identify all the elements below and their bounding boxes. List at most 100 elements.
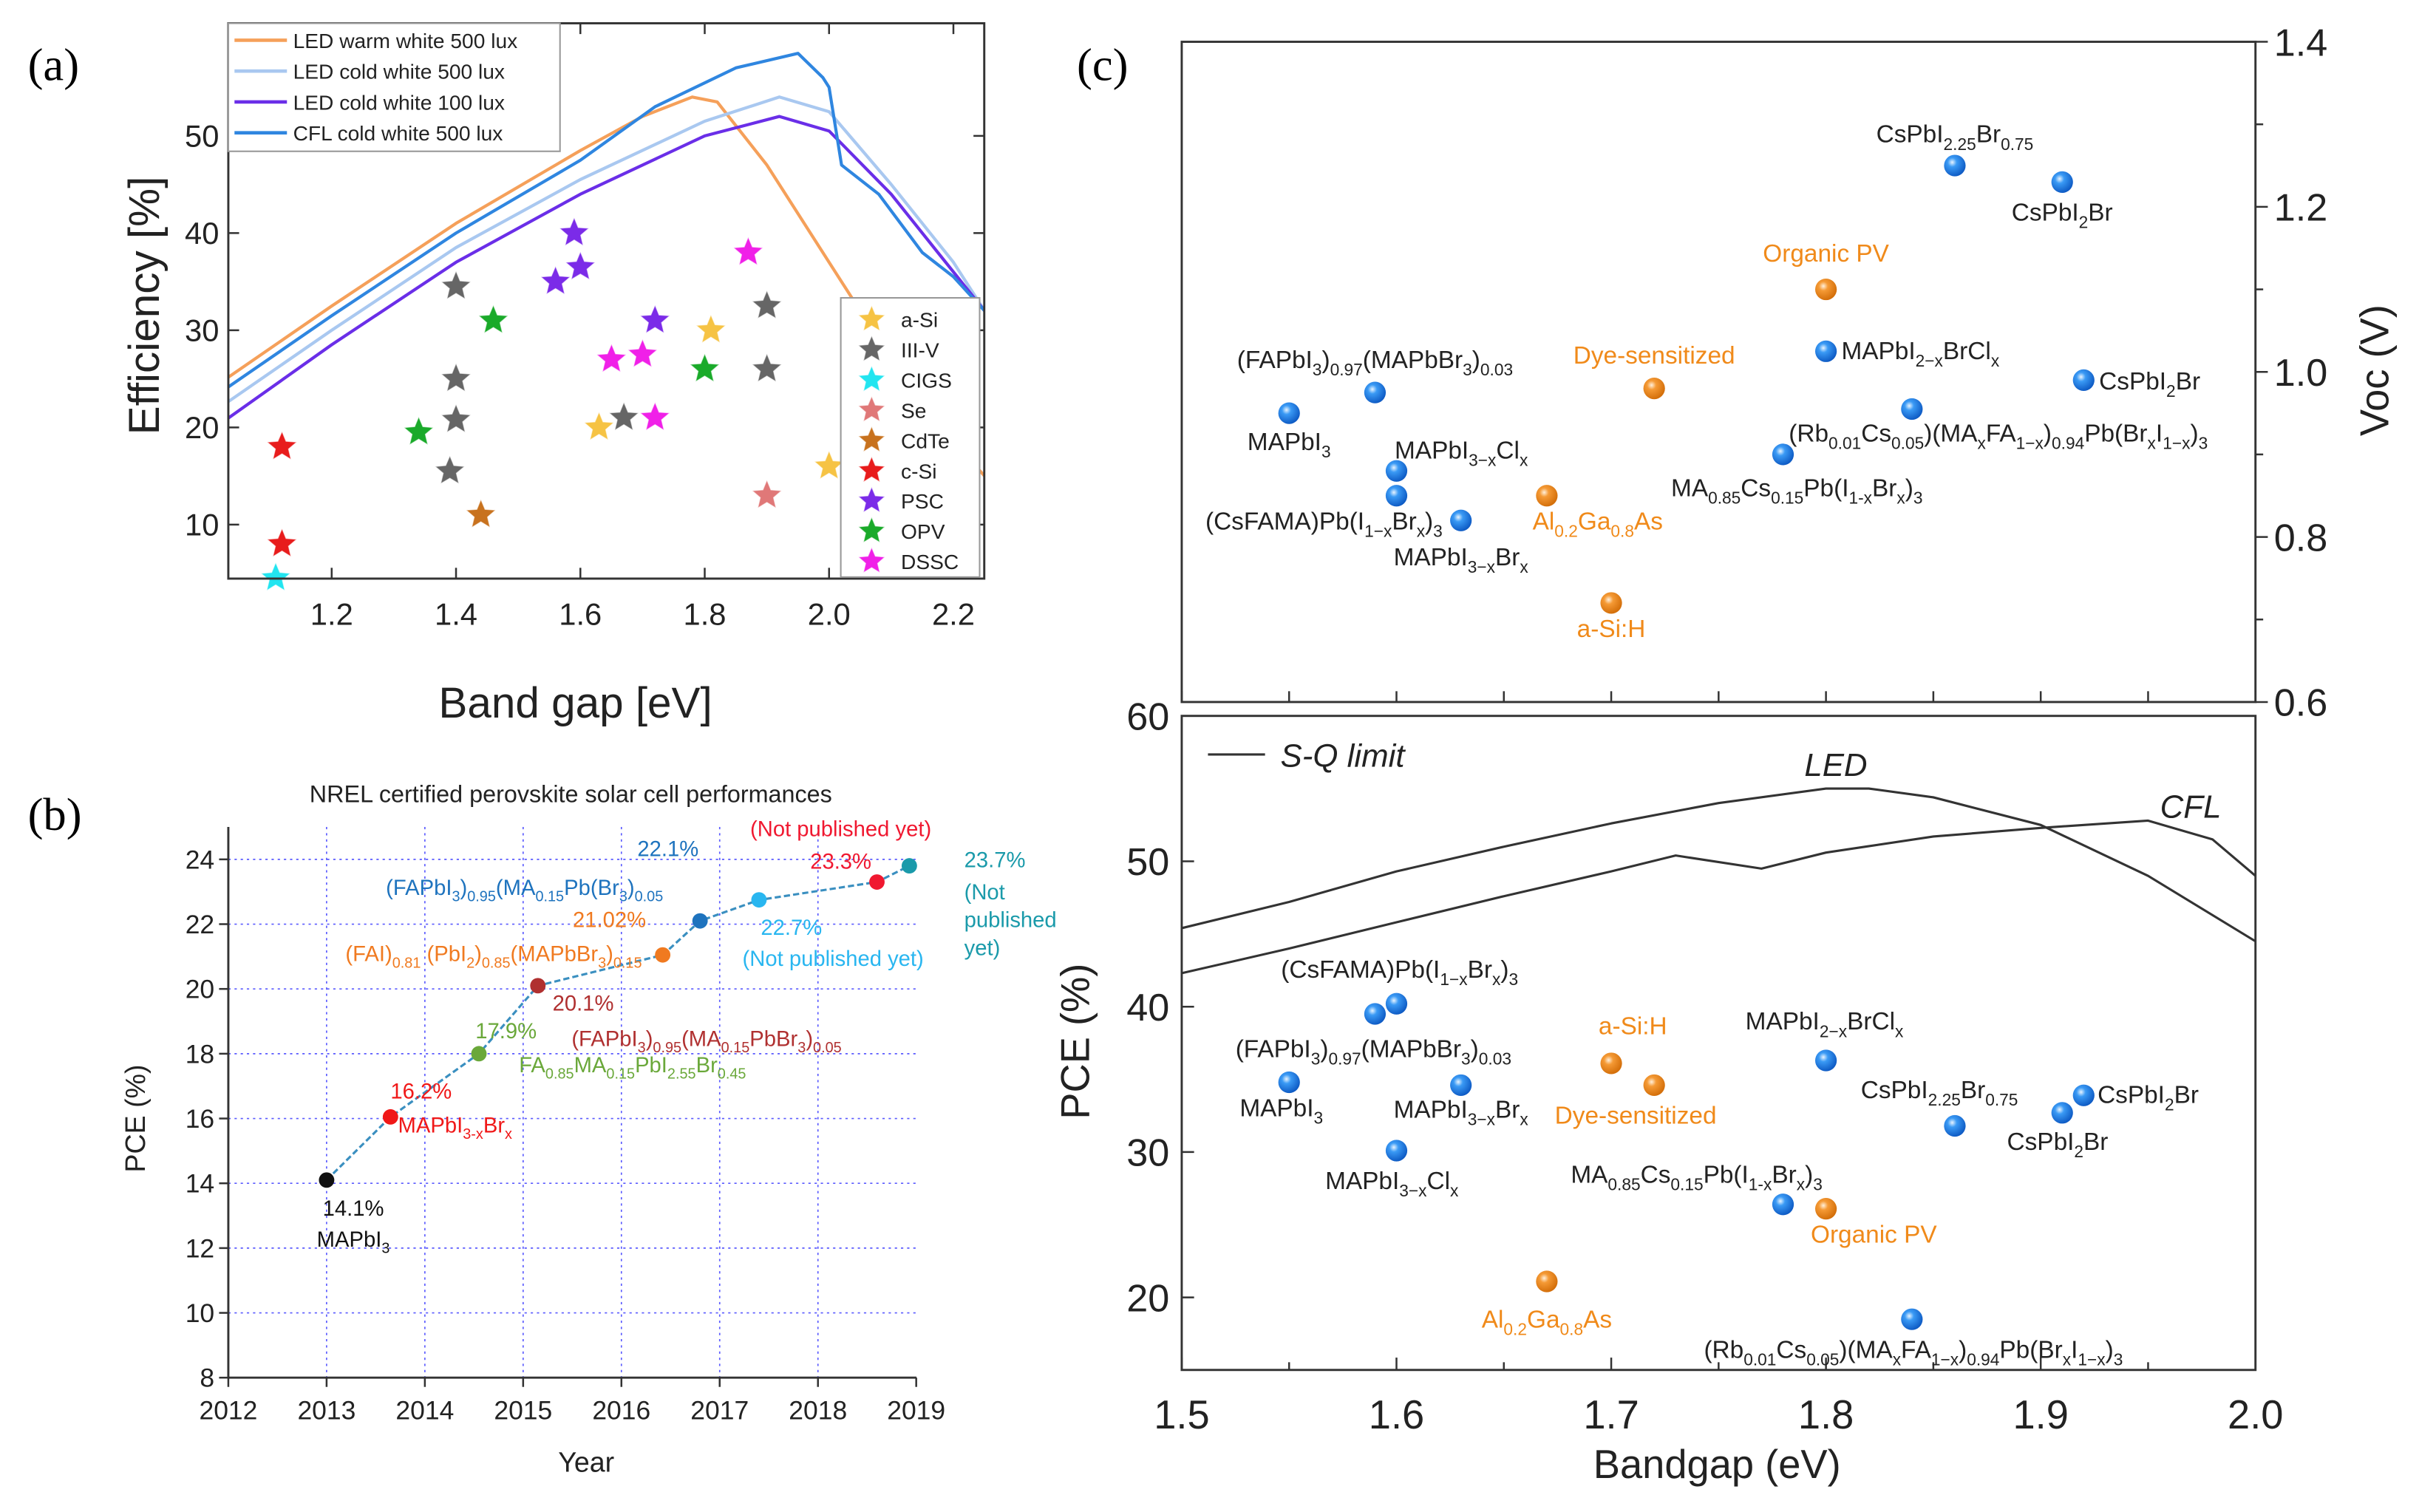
- y-axis-label-voc: Voc (V): [2352, 304, 2397, 436]
- point-label-voc: (Rb0.01Cs0.05)(MAxFA1−x)0.94Pb(BrxI1−x)3: [1789, 420, 2208, 452]
- point-label-pce: MA0.85Cs0.15Pb(I1-xBrx)3: [1571, 1162, 1823, 1194]
- blue-sphere-marker: [1944, 1114, 1966, 1137]
- y-axis-label-pce: PCE (%): [1053, 964, 1098, 1120]
- x-axis-label: Band gap [eV]: [438, 679, 712, 727]
- blue-sphere-marker: [1901, 1308, 1923, 1330]
- y-tick-label: 20: [1126, 1277, 1169, 1320]
- point-label-voc: Organic PV: [1763, 240, 1889, 268]
- star-marker-DSSC: [732, 236, 764, 266]
- orange-sphere-marker: [1815, 1198, 1837, 1220]
- x-tick-label: 2012: [199, 1396, 257, 1426]
- point-label-pce: CsPbI2.25Br0.75: [1861, 1077, 2018, 1109]
- x-tick-label: 2.0: [808, 597, 851, 632]
- point-label-voc: MAPbI3−xBrx: [1394, 544, 1529, 576]
- x-axis-label: Year: [558, 1447, 614, 1478]
- point-label-pce: Dye-sensitized: [1555, 1103, 1717, 1130]
- chart-title: NREL certified perovskite solar cell per…: [310, 781, 832, 808]
- star-marker-DSSC: [639, 401, 671, 432]
- data-point: [869, 874, 885, 890]
- star-marker-III-V: [751, 289, 783, 320]
- panel-c-chart: 0.6 0.8 1.0 1.2 1.4 Voc (V) MAPbI3 (FAPbI3)0.97…: [1053, 21, 2398, 1487]
- point-label: 21.02%: [573, 909, 646, 933]
- legend-star-icon: [857, 455, 886, 483]
- data-point: [471, 1046, 487, 1062]
- blue-sphere-marker: [1944, 154, 1966, 177]
- y-tick-label: 40: [1126, 987, 1169, 1029]
- legend-label: Se: [901, 398, 926, 422]
- point-label: MAPbI3-xBrx: [398, 1114, 513, 1142]
- star-marker-a-Si: [695, 313, 727, 344]
- point-label: 16.2%: [390, 1080, 452, 1103]
- star-marker-CIGS: [259, 561, 292, 592]
- panel-label-b: (b): [28, 789, 82, 840]
- point-label-voc: Dye-sensitized: [1573, 342, 1735, 370]
- point-label-voc: (CsFAMA)Pb(I1−xBrx)3: [1205, 508, 1443, 541]
- legend-star-icon: [857, 334, 886, 362]
- y-tick-label: 16: [186, 1104, 214, 1134]
- legend-label: OPV: [901, 520, 945, 543]
- blue-sphere-marker: [1772, 1193, 1794, 1216]
- point-label: (FAPbI3)0.95(MA0.15PbBr3)0.05: [571, 1027, 841, 1056]
- star-marker-III-V: [440, 270, 472, 300]
- point-label: (Not published yet): [743, 947, 924, 971]
- orange-sphere-marker: [1536, 485, 1558, 507]
- star-marker-III-V: [440, 362, 472, 392]
- y-tick-label: 22: [186, 910, 214, 939]
- y-tick-label: 10: [186, 1298, 214, 1328]
- point-label-pce: a-Si:H: [1599, 1012, 1667, 1040]
- orange-sphere-marker: [1600, 1052, 1622, 1075]
- blue-sphere-marker: [1278, 1071, 1300, 1094]
- x-axis-label: Bandgap (eV): [1593, 1442, 1841, 1487]
- blue-sphere-marker: [1385, 992, 1408, 1015]
- point-label-voc: MAPbI2−xBrClx: [1841, 338, 1999, 370]
- legend-star-icon: [857, 304, 886, 332]
- star-marker-III-V: [434, 454, 466, 485]
- blue-sphere-marker: [2072, 1084, 2095, 1106]
- x-tick-label: 2016: [592, 1396, 650, 1426]
- star-marker-CdTe: [465, 498, 497, 528]
- blue-sphere-marker: [1278, 402, 1300, 424]
- legend-star-icon: [857, 486, 886, 514]
- y-tick-label: 1.2: [2274, 187, 2328, 230]
- star-marker-Se: [751, 478, 783, 509]
- point-label-voc: CsPbI2.25Br0.75: [1877, 121, 2034, 154]
- y-tick-label: 60: [1126, 696, 1169, 739]
- point-label: FA0.85MA0.15PbI2.55Br0.45: [519, 1054, 746, 1083]
- curve-led-cold-white-500-lux: [228, 95, 984, 403]
- x-tick-label: 2.0: [2228, 1392, 2283, 1437]
- star-marker-DSSC: [627, 338, 659, 368]
- y-tick-label: 8: [200, 1363, 214, 1393]
- blue-sphere-marker: [1364, 1003, 1387, 1025]
- legend-star-icon: [857, 364, 886, 392]
- star-marker-III-V: [608, 401, 640, 432]
- x-tick-label: 2018: [789, 1396, 847, 1426]
- plot-frame-a: [227, 22, 986, 580]
- blue-sphere-marker: [2072, 369, 2095, 392]
- panel-label-a: (a): [28, 39, 80, 91]
- y-tick-label: 12: [186, 1233, 214, 1263]
- point-label: 14.1%: [323, 1197, 384, 1221]
- curve-label-cfl: CFL: [2160, 789, 2222, 825]
- blue-sphere-marker: [1364, 381, 1387, 403]
- legend-label: CdTe: [901, 429, 950, 452]
- legend-star-icon: [857, 516, 886, 544]
- star-marker-PSC: [564, 250, 596, 281]
- blue-sphere-marker: [1450, 509, 1472, 531]
- data-point: [692, 913, 708, 929]
- y-axis-label: Efficiency [%]: [120, 177, 169, 435]
- point-label: 23.7%: [964, 848, 1026, 872]
- data-point: [319, 1172, 335, 1188]
- legend-label: LED cold white 500 lux: [293, 60, 505, 84]
- blue-sphere-marker: [1385, 485, 1408, 507]
- y-tick-label: 24: [186, 845, 214, 874]
- y-tick-label: 1.4: [2274, 21, 2328, 64]
- y-tick-label: 50: [185, 118, 219, 153]
- legend-label: CFL cold white 500 lux: [293, 121, 503, 145]
- x-tick-label: 2014: [395, 1396, 454, 1426]
- star-marker-c-Si: [265, 430, 298, 460]
- orange-sphere-marker: [1536, 1270, 1558, 1293]
- x-tick-label: 2015: [494, 1396, 552, 1426]
- orange-sphere-marker: [1643, 377, 1665, 400]
- star-marker-PSC: [540, 265, 572, 296]
